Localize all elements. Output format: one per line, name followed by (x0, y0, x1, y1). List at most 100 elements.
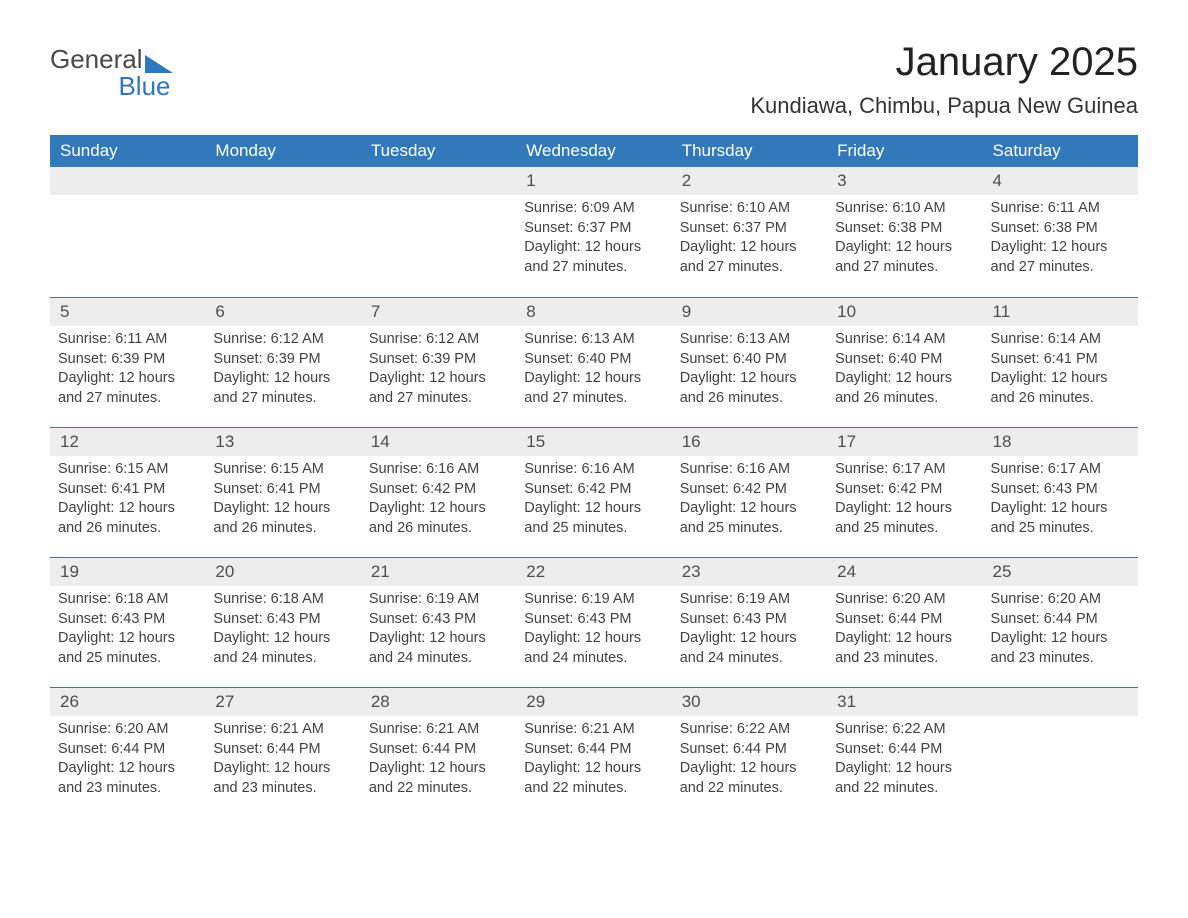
day-details: Sunrise: 6:22 AMSunset: 6:44 PMDaylight:… (680, 720, 819, 798)
sunrise-line: Sunrise: 6:18 AM (213, 590, 352, 610)
day-number-row: 22 (516, 558, 671, 586)
day-number: 8 (518, 302, 669, 322)
sunrise-line: Sunrise: 6:21 AM (213, 720, 352, 740)
day-cell: 15Sunrise: 6:16 AMSunset: 6:42 PMDayligh… (516, 428, 671, 555)
sunrise-line: Sunrise: 6:13 AM (680, 330, 819, 350)
day-number: 29 (518, 692, 669, 712)
day-details: Sunrise: 6:19 AMSunset: 6:43 PMDaylight:… (369, 590, 508, 668)
day-number: 23 (674, 562, 825, 582)
day-cell: 6 Sunrise: 6:12 AMSunset: 6:39 PMDaylight… (205, 298, 360, 425)
day-number-row: 2 (672, 167, 827, 195)
day-cell: 20Sunrise: 6:18 AMSunset: 6:43 PMDayligh… (205, 558, 360, 685)
logo-word-blue: Blue (50, 73, 173, 100)
sunset-line: Sunset: 6:44 PM (213, 740, 352, 760)
day-number: 4 (985, 171, 1136, 191)
daylight-line: Daylight: 12 hours and 22 minutes. (524, 759, 663, 798)
day-number: 16 (674, 432, 825, 452)
sunrise-line: Sunrise: 6:22 AM (835, 720, 974, 740)
day-number: 26 (52, 692, 203, 712)
day-number-row (361, 167, 516, 195)
daylight-line: Daylight: 12 hours and 23 minutes. (835, 629, 974, 668)
logo-text-general: General (50, 46, 143, 73)
day-number-row: 18 (983, 428, 1138, 456)
daylight-line: Daylight: 12 hours and 22 minutes. (369, 759, 508, 798)
sunrise-line: Sunrise: 6:15 AM (213, 460, 352, 480)
sunrise-line: Sunrise: 6:19 AM (369, 590, 508, 610)
sunrise-line: Sunrise: 6:20 AM (835, 590, 974, 610)
day-number-row (205, 167, 360, 195)
day-details: Sunrise: 6:14 AMSunset: 6:41 PMDaylight:… (991, 330, 1130, 408)
sunset-line: Sunset: 6:43 PM (213, 610, 352, 630)
day-number: 24 (829, 562, 980, 582)
day-number-row: 4 (983, 167, 1138, 195)
sunset-line: Sunset: 6:39 PM (369, 350, 508, 370)
day-details: Sunrise: 6:12 AMSunset: 6:39 PMDaylight:… (213, 330, 352, 408)
day-number-row: 31 (827, 688, 982, 716)
day-number (985, 692, 1136, 712)
sunset-line: Sunset: 6:37 PM (680, 219, 819, 239)
day-number: 21 (363, 562, 514, 582)
day-number: 3 (829, 171, 980, 191)
daylight-line: Daylight: 12 hours and 25 minutes. (524, 499, 663, 538)
daylight-line: Daylight: 12 hours and 24 minutes. (524, 629, 663, 668)
day-number-row: 30 (672, 688, 827, 716)
week-row: 12Sunrise: 6:15 AMSunset: 6:41 PMDayligh… (50, 427, 1138, 555)
sunrise-line: Sunrise: 6:11 AM (58, 330, 197, 350)
logo-triangle-icon (145, 53, 173, 73)
day-number-row: 11 (983, 298, 1138, 326)
day-cell: 21 Sunrise: 6:19 AMSunset: 6:43 PMDayligh… (361, 558, 516, 685)
daylight-line: Daylight: 12 hours and 26 minutes. (58, 499, 197, 538)
daylight-line: Daylight: 12 hours and 22 minutes. (680, 759, 819, 798)
sunrise-line: Sunrise: 6:12 AM (369, 330, 508, 350)
sunset-line: Sunset: 6:41 PM (991, 350, 1130, 370)
daylight-line: Daylight: 12 hours and 26 minutes. (991, 369, 1130, 408)
day-number-row: 14 (361, 428, 516, 456)
day-number: 17 (829, 432, 980, 452)
day-cell: 24 Sunrise: 6:20 AMSunset: 6:44 PMDayligh… (827, 558, 982, 685)
day-details: Sunrise: 6:18 AMSunset: 6:43 PMDaylight:… (58, 590, 197, 668)
sunset-line: Sunset: 6:42 PM (835, 480, 974, 500)
sunset-line: Sunset: 6:44 PM (524, 740, 663, 760)
sunrise-line: Sunrise: 6:14 AM (991, 330, 1130, 350)
calendar: SundayMondayTuesdayWednesdayThursdayFrid… (50, 135, 1138, 815)
day-number-row: 28 (361, 688, 516, 716)
day-number-row: 1 (516, 167, 671, 195)
day-number: 14 (363, 432, 514, 452)
day-number: 6 (207, 302, 358, 322)
day-number-row: 20 (205, 558, 360, 586)
day-cell (205, 167, 360, 295)
daylight-line: Daylight: 12 hours and 27 minutes. (680, 238, 819, 277)
sunrise-line: Sunrise: 6:17 AM (835, 460, 974, 480)
day-number: 7 (363, 302, 514, 322)
week-row: 1Sunrise: 6:09 AMSunset: 6:37 PMDaylight… (50, 167, 1138, 295)
daylight-line: Daylight: 12 hours and 26 minutes. (369, 499, 508, 538)
daylight-line: Daylight: 12 hours and 27 minutes. (58, 369, 197, 408)
sunset-line: Sunset: 6:43 PM (991, 480, 1130, 500)
sunset-line: Sunset: 6:43 PM (369, 610, 508, 630)
day-details: Sunrise: 6:13 AMSunset: 6:40 PMDaylight:… (680, 330, 819, 408)
sunset-line: Sunset: 6:44 PM (369, 740, 508, 760)
day-details: Sunrise: 6:21 AMSunset: 6:44 PMDaylight:… (369, 720, 508, 798)
daylight-line: Daylight: 12 hours and 27 minutes. (524, 238, 663, 277)
sunset-line: Sunset: 6:39 PM (58, 350, 197, 370)
day-number: 12 (52, 432, 203, 452)
sunset-line: Sunset: 6:38 PM (991, 219, 1130, 239)
month-title: January 2025 (750, 40, 1138, 85)
sunset-line: Sunset: 6:42 PM (524, 480, 663, 500)
day-details: Sunrise: 6:20 AMSunset: 6:44 PMDaylight:… (835, 590, 974, 668)
sunset-line: Sunset: 6:42 PM (680, 480, 819, 500)
day-number-row: 17 (827, 428, 982, 456)
sunrise-line: Sunrise: 6:21 AM (524, 720, 663, 740)
day-number (363, 171, 514, 191)
dow-header-cell: Monday (205, 135, 360, 167)
day-details: Sunrise: 6:15 AMSunset: 6:41 PMDaylight:… (213, 460, 352, 538)
day-number: 2 (674, 171, 825, 191)
sunset-line: Sunset: 6:43 PM (524, 610, 663, 630)
weeks-container: 1Sunrise: 6:09 AMSunset: 6:37 PMDaylight… (50, 167, 1138, 815)
sunset-line: Sunset: 6:39 PM (213, 350, 352, 370)
sunset-line: Sunset: 6:41 PM (58, 480, 197, 500)
day-cell (361, 167, 516, 295)
day-cell: 19Sunrise: 6:18 AMSunset: 6:43 PMDayligh… (50, 558, 205, 685)
day-cell: 16Sunrise: 6:16 AMSunset: 6:42 PMDayligh… (672, 428, 827, 555)
logo-word-general: General (50, 46, 173, 73)
